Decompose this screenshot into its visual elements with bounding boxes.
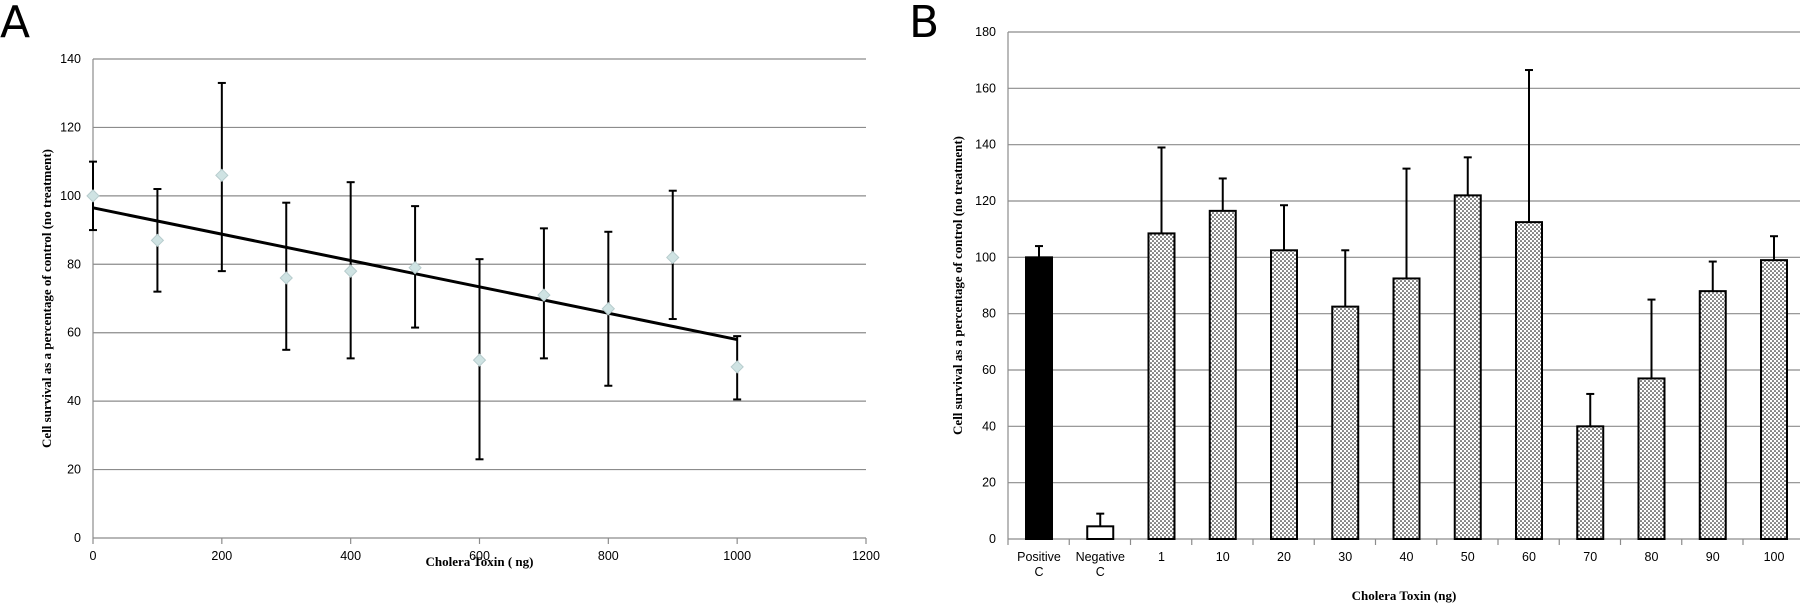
x-tick-label: 600: [469, 549, 490, 563]
y-tick-label: 120: [975, 194, 996, 208]
y-tick-label: 180: [975, 25, 996, 39]
x-tick-label: 800: [598, 549, 619, 563]
y-tick-label: 0: [989, 532, 996, 546]
x-tick-label: 1: [1158, 550, 1165, 564]
x-tick-label: 70: [1583, 550, 1597, 564]
x-tick-label: 30: [1338, 550, 1352, 564]
data-point: [343, 264, 358, 278]
x-tick-label: Negative: [1076, 550, 1125, 564]
x-tick-label: C: [1096, 565, 1105, 579]
data-point: [408, 260, 422, 275]
y-tick-label: 160: [975, 81, 996, 95]
chart-panel-b: 020406080100120140160180PositiveCNegativ…: [950, 25, 1800, 603]
y-tick-label: 100: [60, 189, 81, 203]
x-tick-label: 50: [1461, 550, 1475, 564]
y-tick-label: 20: [982, 476, 996, 490]
y-tick-label: 80: [982, 307, 996, 321]
x-tick-label: 0: [90, 549, 97, 563]
y-tick-label: 0: [74, 531, 81, 545]
bar: [1331, 305, 1360, 540]
bar: [1637, 377, 1666, 541]
bar: [1086, 525, 1115, 541]
y-tick-label: 60: [67, 326, 81, 340]
bar: [1515, 221, 1543, 540]
y-tick-label: 140: [975, 138, 996, 152]
x-tick-label: 80: [1645, 550, 1659, 564]
bar: [1025, 256, 1053, 540]
data-point: [472, 353, 487, 367]
y-tick-label: 40: [982, 419, 996, 433]
y-tick-label: 120: [60, 120, 81, 134]
y-tick-label: 60: [982, 363, 996, 377]
x-axis-title: Cholera Toxin ( ng): [426, 554, 534, 569]
y-axis-title: Cell survival as a percentage of control…: [39, 149, 54, 448]
y-tick-label: 140: [60, 52, 81, 66]
panel-letter-a: A: [0, 0, 30, 48]
x-tick-label: 40: [1400, 550, 1414, 564]
x-tick-label: 1000: [723, 549, 751, 563]
x-tick-label: 400: [340, 549, 361, 563]
bar: [1453, 194, 1482, 540]
x-tick-label: 200: [211, 549, 232, 563]
y-axis-title: Cell survival as a percentage of control…: [950, 136, 965, 435]
x-axis-title: Cholera Toxin (ng): [1352, 588, 1457, 603]
bar: [1147, 232, 1176, 540]
x-tick-label: 10: [1216, 550, 1230, 564]
data-point: [666, 250, 680, 265]
bar: [1270, 249, 1298, 541]
y-tick-label: 100: [975, 250, 996, 264]
data-point: [86, 189, 100, 203]
panel-letter-b: B: [909, 0, 939, 48]
y-tick-label: 20: [67, 463, 81, 477]
data-point: [537, 288, 551, 302]
x-tick-label: Positive: [1017, 550, 1061, 564]
x-tick-label: 20: [1277, 550, 1291, 564]
bar: [1392, 277, 1421, 540]
y-tick-label: 80: [67, 257, 81, 271]
x-tick-label: C: [1034, 565, 1043, 579]
data-point: [215, 168, 229, 183]
data-point: [601, 302, 616, 316]
x-tick-label: 1200: [852, 549, 880, 563]
bar: [1576, 425, 1605, 541]
data-point: [150, 233, 165, 248]
x-tick-label: 100: [1764, 550, 1785, 564]
bar: [1698, 290, 1727, 540]
data-point: [279, 271, 293, 285]
chart-panel-a: 0 20 40 60 80 100 120 140 0 200 400 600 800 1000 1200 C…: [39, 52, 880, 569]
x-tick-label: 90: [1706, 550, 1720, 564]
bar: [1760, 259, 1788, 540]
x-tick-label: 60: [1522, 550, 1536, 564]
y-tick-label: 40: [67, 394, 81, 408]
bar: [1208, 209, 1237, 540]
data-point: [730, 360, 744, 374]
